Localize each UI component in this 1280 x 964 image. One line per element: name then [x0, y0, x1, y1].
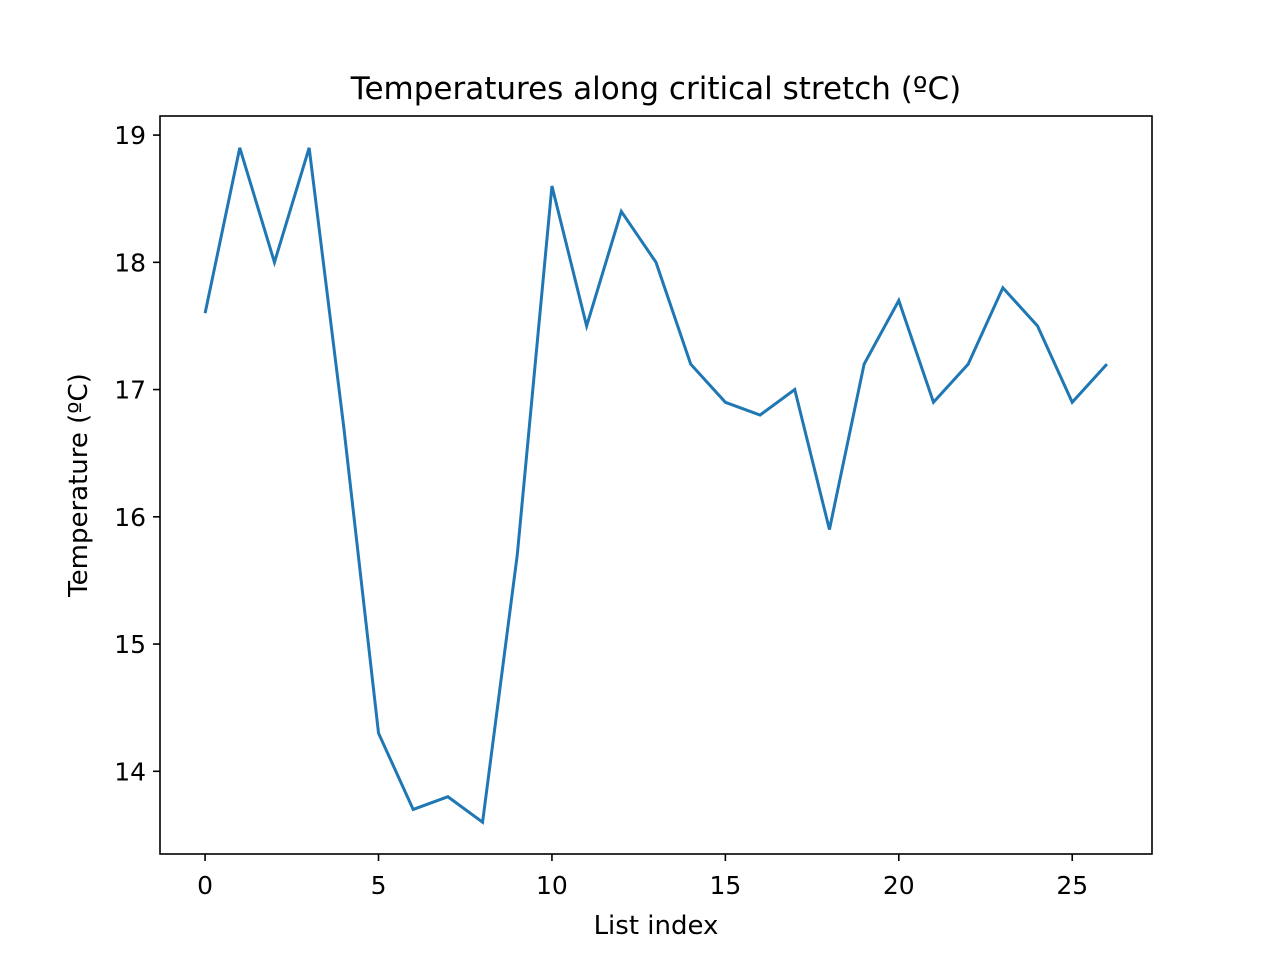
y-tick-label: 14 [114, 757, 146, 786]
plot-frame [159, 115, 1153, 855]
plot-area [159, 115, 1153, 855]
x-tick-label: 25 [1056, 871, 1088, 900]
y-tick-label: 15 [114, 630, 146, 659]
series-line-0 [203, 147, 1109, 825]
x-tick-label: 5 [371, 871, 387, 900]
y-tick-label: 17 [114, 376, 146, 405]
chart-title: Temperatures along critical stretch (ºC) [350, 71, 961, 107]
x-tick-label: 15 [709, 871, 741, 900]
x-tick-label: 20 [883, 871, 915, 900]
axis-ticks: 0 5 10 15 20 25 14 15 16 17 18 19 [114, 121, 1088, 900]
y-axis-label: Temperature (ºC) [64, 373, 94, 598]
y-tick-label: 18 [114, 248, 146, 277]
x-axis-label: List index [594, 911, 719, 941]
x-tick-label: 0 [197, 871, 213, 900]
y-tick-label: 19 [114, 121, 146, 150]
x-tick-label: 10 [536, 871, 568, 900]
y-tick-label: 16 [114, 503, 146, 532]
